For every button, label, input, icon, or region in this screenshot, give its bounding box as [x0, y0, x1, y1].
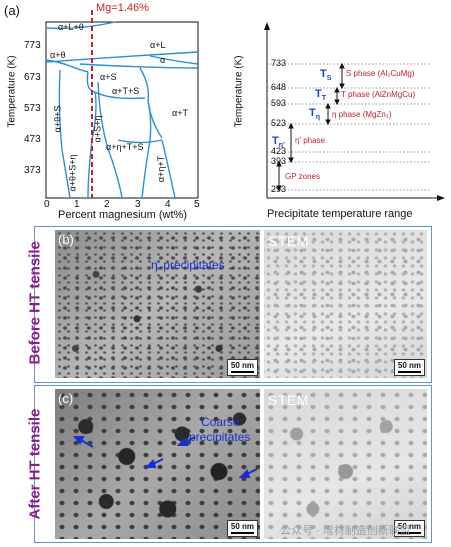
stem-label-c: STEM [268, 392, 309, 408]
xtick-2: 2 [104, 199, 110, 210]
phase-diagram-svg [45, 10, 199, 199]
side-title-before: Before HT tensile [26, 241, 44, 365]
arrow-icon [144, 459, 157, 468]
region-label: α [160, 55, 166, 65]
xtick-4: 4 [165, 199, 171, 210]
precip-tick: 648 [271, 82, 287, 92]
precip-tick: 523 [271, 118, 287, 128]
scale-bar-c-left: 50 nm [226, 520, 258, 537]
region-label: α+θ [50, 50, 66, 60]
phase-diagram-panel: (a) Mg=1.46% Temperature (K) 773 673 573… [0, 0, 225, 222]
mg-marker-label: Mg=1.46% [96, 2, 149, 14]
region-label: α+T [172, 108, 188, 118]
side-title-after: After HT tensile [26, 408, 44, 520]
precip-tick: 593 [271, 98, 287, 108]
stem-label-b: STEM [268, 233, 309, 249]
xtick-1: 1 [74, 199, 80, 210]
ytick-373: 373 [24, 165, 41, 176]
region-label: α+η+T [156, 155, 167, 183]
ytick-573: 573 [24, 103, 41, 114]
precip-tick: 293 [271, 184, 287, 194]
phase-symbol-t: TT [315, 88, 327, 103]
panel-c-frame: (c) Coarse precipitates 50 nm STEM 50 nm [34, 385, 432, 543]
scale-bar-b-right: 50 nm [393, 359, 425, 376]
phase-symbol-eta: Tη [309, 107, 321, 122]
scale-bar-b-left: 50 nm [226, 359, 258, 376]
xtick-0: 0 [44, 199, 50, 210]
arrow-icon [238, 469, 251, 478]
phase-xlabel: Percent magnesium (wt%) [58, 209, 187, 221]
phase-symbol-eta-prime: Tη' [272, 135, 285, 150]
region-label: α+T+S [112, 86, 140, 96]
region-label: α+S+η [92, 115, 103, 143]
precipitate-range-panel: Temperature (K) Precipitate temperature … [225, 0, 451, 222]
coarse-annotation-1: Coarse [201, 415, 240, 429]
panel-a-label: (a) [4, 3, 20, 18]
scale-bar-c-right: 50 nm [393, 520, 425, 537]
precip-tick: 423 [271, 146, 287, 156]
precip-tick: 393 [271, 156, 287, 166]
arrow-overlay [72, 436, 258, 478]
phase-desc: S phase (Al₂CuMg) [346, 69, 415, 78]
watermark-text: 公众号 · 增材制造创新联盟 [280, 525, 411, 537]
precip-tick: 733 [271, 58, 287, 68]
phase-lines [45, 21, 199, 199]
phase-desc: η phase (MgZn₂) [332, 110, 392, 119]
arrow-icon [72, 436, 85, 445]
phase-ylabel: Temperature (K) [6, 55, 18, 128]
arrow-icon [176, 437, 189, 446]
region-label: α+θ+S+η [67, 154, 78, 192]
xtick-3: 3 [135, 199, 141, 210]
region-label: α+η+T+S [106, 142, 144, 152]
phase-desc: GP zones [285, 172, 320, 181]
precip-ylabel: Temperature (K) [233, 55, 245, 128]
tem-image-before: (b) η' precipitates 50 nm [55, 230, 260, 378]
coarse-annotation-2: precipitates [189, 430, 251, 444]
panel-c-label: (c) [58, 391, 74, 406]
eta-prime-annotation: η' precipitates [151, 258, 225, 272]
precip-svg [264, 22, 445, 201]
phase-symbol-s: TS [320, 68, 332, 83]
xtick-5: 5 [194, 199, 200, 210]
stem-image-after: STEM 50 nm [264, 389, 427, 539]
panel-b-frame: (b) η' precipitates 50 nm STEM 50 nm [34, 226, 432, 383]
region-label: α+L [150, 40, 166, 50]
phase-desc: η' phase [295, 136, 325, 145]
ytick-473: 473 [24, 134, 41, 145]
panel-b-label: (b) [58, 232, 74, 247]
region-label: α+S [100, 72, 117, 82]
ytick-773: 773 [24, 40, 41, 51]
region-label: α+L+θ [58, 22, 84, 32]
precip-xlabel: Precipitate temperature range [267, 208, 413, 220]
stem-image-before: STEM 50 nm [264, 230, 427, 378]
region-label: α+θ+S [52, 105, 63, 133]
tem-image-after: (c) Coarse precipitates 50 nm [55, 389, 260, 539]
phase-desc: T phase (AlZnMgCu) [341, 90, 416, 99]
ytick-673: 673 [24, 72, 41, 83]
